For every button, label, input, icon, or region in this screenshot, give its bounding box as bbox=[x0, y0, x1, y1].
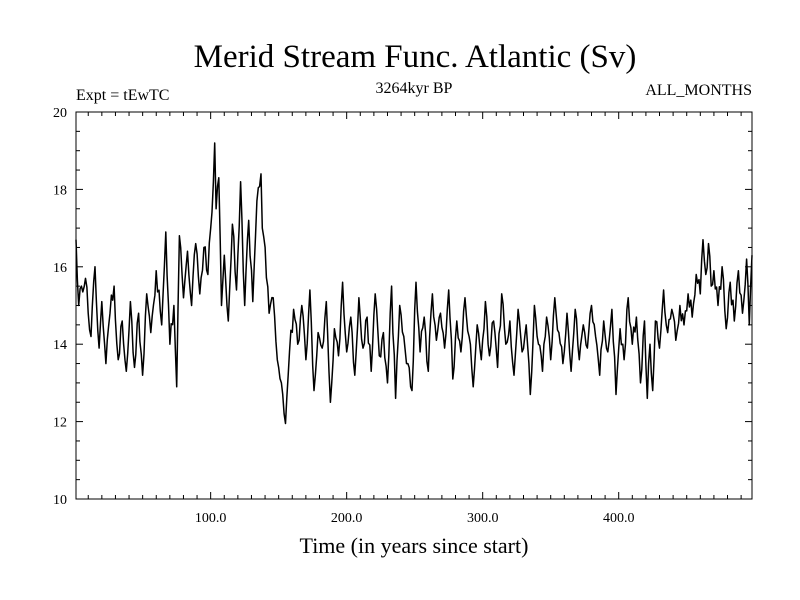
months-label: ALL_MONTHS bbox=[645, 82, 752, 99]
y-tick-label: 12 bbox=[53, 416, 67, 431]
x-tick-label: 200.0 bbox=[331, 511, 363, 526]
x-tick-label: 100.0 bbox=[195, 511, 227, 526]
series-line bbox=[75, 142, 753, 425]
y-tick-label: 14 bbox=[53, 338, 67, 353]
y-tick-label: 18 bbox=[53, 183, 67, 198]
chart-title: Merid Stream Func. Atlantic (Sv) bbox=[194, 39, 637, 75]
series-group bbox=[75, 142, 753, 425]
y-tick-label: 16 bbox=[53, 261, 67, 276]
y-tick-label: 20 bbox=[53, 106, 67, 121]
x-tick-label: 400.0 bbox=[603, 511, 635, 526]
x-tick-label: 300.0 bbox=[467, 511, 499, 526]
y-axis: 10 12 14 16 18 20 bbox=[53, 106, 752, 508]
x-axis-label: Time (in years since start) bbox=[300, 533, 529, 558]
x-axis: 100.0 200.0 300.0 400.0 bbox=[87, 112, 742, 526]
y-tick-label: 10 bbox=[53, 493, 67, 508]
period-label: 3264kyr BP bbox=[376, 80, 453, 97]
experiment-label: Expt = tEwTC bbox=[76, 87, 169, 104]
